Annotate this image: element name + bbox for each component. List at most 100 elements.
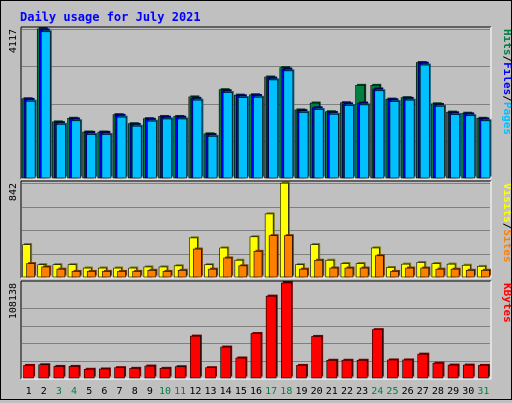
series-axis-label: KBytes <box>501 283 511 323</box>
bar-kbytes <box>23 365 34 379</box>
x-tick-label: 30 <box>462 386 474 397</box>
x-tick-label: 2 <box>41 386 47 397</box>
x-tick-label: 29 <box>447 386 459 397</box>
bar-kbytes <box>462 364 474 379</box>
bar-pages <box>435 106 445 179</box>
series-axis-label-part: KBytes <box>501 283 511 323</box>
x-tick-label: 9 <box>147 386 153 397</box>
series-axis-label-part: / <box>501 56 511 63</box>
bar-sites <box>450 268 460 278</box>
x-tick-label: 15 <box>235 386 247 397</box>
bar-sites <box>223 257 232 278</box>
x-tick-label: 7 <box>117 386 123 397</box>
bar-pages <box>450 114 460 179</box>
bar-kbytes <box>387 359 398 379</box>
bar-sites <box>147 270 157 278</box>
bar-sites <box>465 270 475 278</box>
bar-sites <box>390 271 399 278</box>
series-axis-label: Visits/Sites <box>501 183 511 263</box>
x-tick-label: 14 <box>220 386 232 397</box>
x-tick-label: 4 <box>71 386 77 397</box>
bar-kbytes <box>205 367 216 379</box>
bar-sites <box>268 235 278 278</box>
panel-kbytes: 108138 KBytes <box>8 280 512 380</box>
series-axis-label-part: Pages <box>501 102 511 135</box>
chart-title: Daily usage for July 2021 <box>20 10 201 24</box>
series-axis-label-part: Visits <box>501 183 511 223</box>
bar-kbytes <box>250 333 262 379</box>
x-tick-label: 10 <box>159 386 171 397</box>
bar-pages <box>465 115 476 179</box>
series-pages <box>25 30 492 179</box>
bar-pages <box>40 31 51 179</box>
x-tick-label: 24 <box>371 386 383 397</box>
x-tick-label: 21 <box>326 386 338 397</box>
series-sites <box>26 234 491 278</box>
bar-kbytes <box>432 362 444 379</box>
bar-sites <box>405 267 414 278</box>
bar-kbytes <box>235 357 247 379</box>
bar-kbytes <box>129 368 141 379</box>
x-tick-label: 18 <box>280 386 292 397</box>
x-tick-label: 19 <box>295 386 307 397</box>
x-tick-label: 6 <box>101 386 107 397</box>
bar-pages <box>56 124 66 179</box>
x-tick-label: 11 <box>174 386 186 397</box>
bar-kbytes <box>68 366 80 379</box>
bar-sites <box>26 263 35 278</box>
bar-pages <box>222 92 233 179</box>
x-tick-label: 22 <box>341 386 353 397</box>
bar-kbytes <box>478 365 489 379</box>
bar-pages <box>374 90 385 179</box>
x-tick-label: 3 <box>56 386 62 397</box>
bar-sites <box>284 235 293 278</box>
bar-sites <box>344 267 354 278</box>
x-tick-label: 27 <box>417 386 429 397</box>
bar-kbytes <box>447 364 459 379</box>
bar-pages <box>162 118 172 179</box>
bar-kbytes <box>417 353 429 379</box>
bar-pages <box>71 120 81 179</box>
x-tick-label: 20 <box>311 386 323 397</box>
bar-sites <box>420 267 430 278</box>
bar-pages <box>359 104 369 179</box>
bar-pages <box>344 105 354 179</box>
bar-pages <box>86 134 97 179</box>
bar-sites <box>359 267 369 278</box>
bar-sites <box>253 251 263 278</box>
bar-sites <box>314 259 323 278</box>
bar-kbytes <box>296 365 307 379</box>
y-max-label: 108138 <box>8 283 19 319</box>
bar-kbytes <box>326 359 338 379</box>
bar-sites <box>177 270 187 278</box>
series-axis-label-part: / <box>501 95 511 102</box>
series-axis-label-part: Files <box>501 62 511 95</box>
bar-pages <box>389 101 400 179</box>
bar-sites <box>208 268 217 278</box>
x-tick-label: 28 <box>432 386 444 397</box>
panels-layer: 4117Hits/Files/Pages842Visits/Sites10813… <box>8 26 512 380</box>
bar-kbytes <box>311 336 322 379</box>
x-tick-label: 25 <box>386 386 398 397</box>
bar-sites <box>86 271 96 278</box>
bar-kbytes <box>220 346 231 379</box>
series-axis-label-part: Hits <box>501 29 511 56</box>
bar-sites <box>71 271 81 278</box>
x-axis: 1 2 3 4 5 6 7 8 9 10 11 12 13 14 15 16 17 18 19 20 21 22 23 24 2… <box>26 386 490 397</box>
bar-pages <box>329 114 339 179</box>
bar-kbytes <box>38 364 50 379</box>
x-tick-label: 1 <box>26 386 32 397</box>
bar-sites <box>132 271 142 278</box>
bar-kbytes <box>402 359 413 379</box>
bar-sites <box>102 271 111 278</box>
bar-kbytes <box>159 368 171 379</box>
bar-kbytes <box>144 365 156 379</box>
bar-kbytes <box>341 359 353 379</box>
y-max-label: 4117 <box>8 29 19 53</box>
bar-pages <box>101 134 112 179</box>
bar-pages <box>207 136 218 179</box>
series-axis-label-part: / <box>501 223 511 230</box>
x-tick-label: 31 <box>477 386 489 397</box>
